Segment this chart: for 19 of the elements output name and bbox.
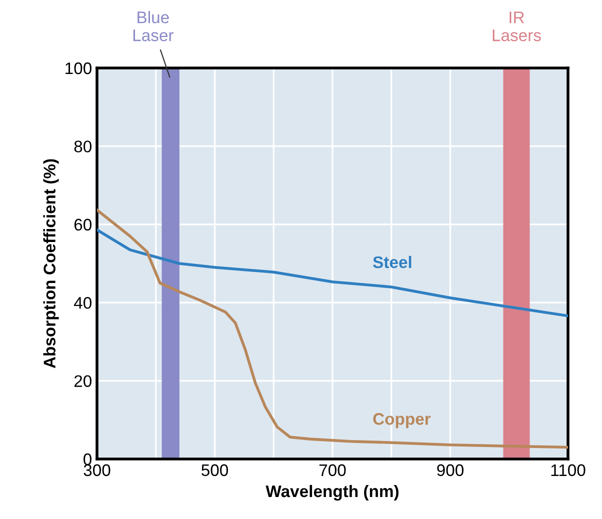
y-tick-label: 80: [74, 140, 92, 152]
series-label: Steel: [373, 256, 412, 268]
y-tick-label: 0: [84, 453, 92, 466]
y-tick-label: 40: [74, 297, 92, 309]
line-series: [97, 208, 568, 449]
x-tick-label: 500: [202, 464, 228, 476]
x-tick-label: 300: [84, 464, 110, 476]
y-axis-title: Absorption Coefficient (%): [43, 159, 59, 368]
band-label: Blue Laser: [133, 11, 174, 42]
x-tick-label: 700: [319, 464, 346, 476]
y-tick-label: 60: [74, 218, 92, 231]
x-axis-title: Wavelength (nm): [266, 484, 398, 501]
y-tick-label: 100: [66, 62, 92, 74]
x-tick-label: 1100: [551, 464, 586, 476]
series-label: Copper: [373, 413, 431, 428]
x-tick-label: 900: [437, 464, 464, 476]
band-label: IR Lasers: [492, 12, 541, 42]
line-series: [97, 228, 568, 318]
y-tick-label: 20: [74, 375, 92, 388]
